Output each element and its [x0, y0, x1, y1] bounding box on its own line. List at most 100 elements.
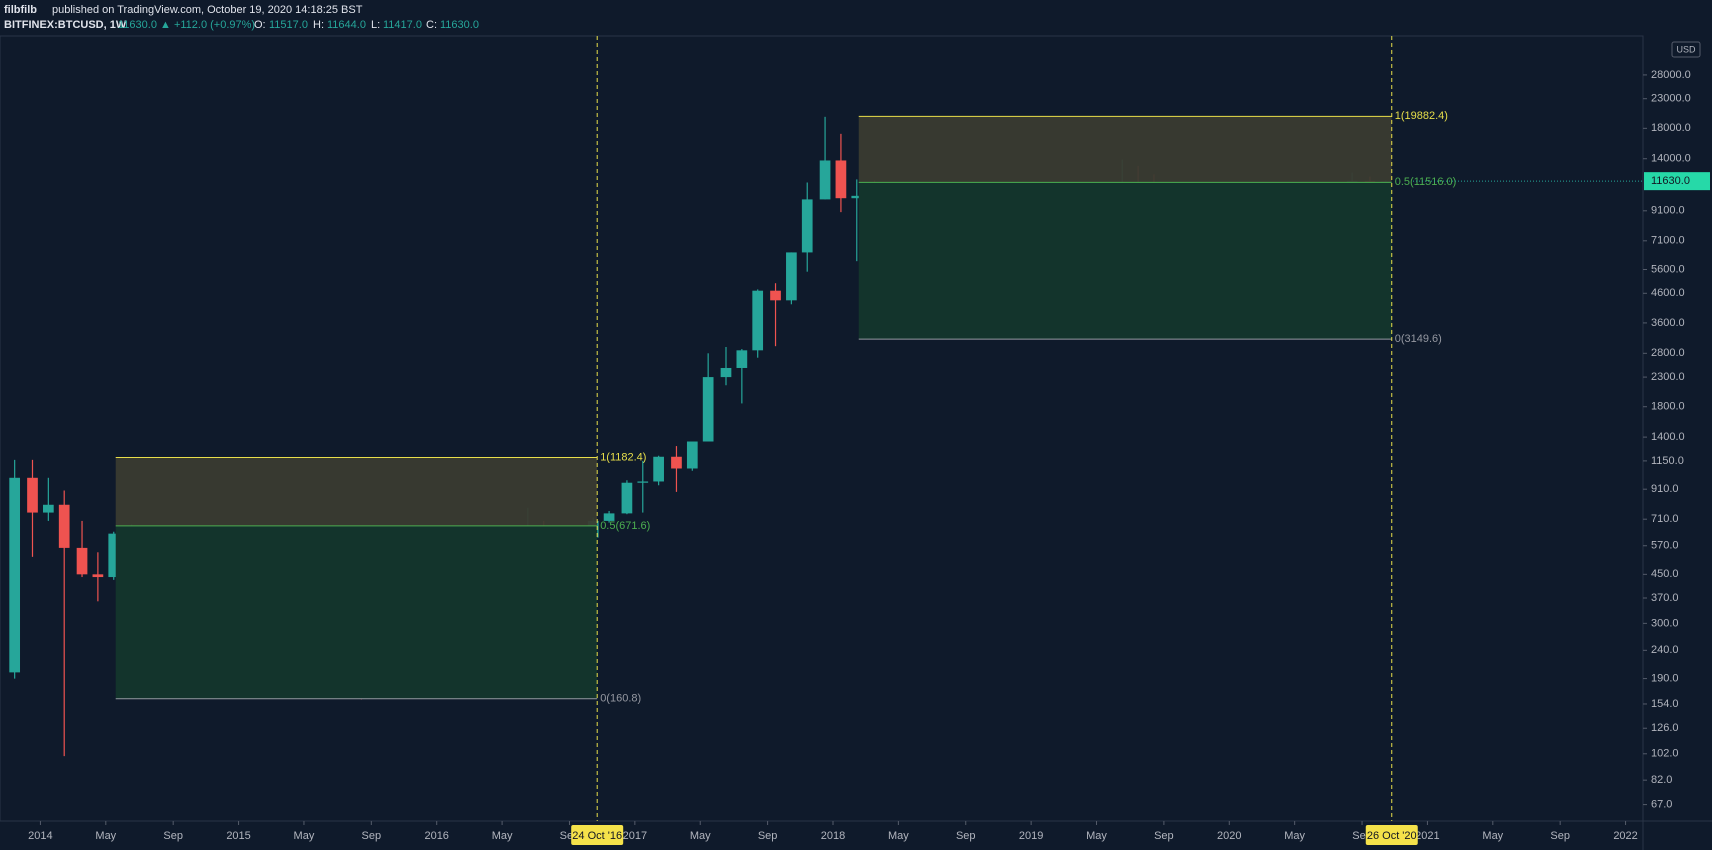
x-tick-label: May: [1284, 830, 1305, 842]
y-tick-label: 4600.0: [1651, 287, 1685, 299]
low: 11417.0: [383, 19, 422, 31]
x-tick-label: Sep: [758, 830, 778, 842]
x-tick-label: Sep: [1550, 830, 1570, 842]
candle-body: [603, 513, 615, 521]
author: filbfilb: [4, 4, 37, 16]
y-tick-label: 82.0: [1651, 774, 1672, 786]
last: 11630.0: [118, 19, 157, 31]
x-tick-label: 2017: [623, 830, 647, 842]
candle-body: [770, 290, 781, 301]
x-tick-label: 2021: [1415, 830, 1439, 842]
high: 11644.0: [327, 19, 366, 31]
x-tick-label: Sep: [1154, 830, 1174, 842]
y-tick-label: 1800.0: [1651, 401, 1685, 413]
candle-body: [27, 477, 38, 513]
candle-body: [819, 160, 831, 200]
x-tick-label: May: [95, 830, 116, 842]
y-tick-label: 126.0: [1651, 722, 1679, 734]
y-tick-label: 2300.0: [1651, 371, 1685, 383]
candle-body: [671, 456, 682, 469]
fib-zone-upper: [115, 457, 598, 526]
fib-zone-lower: [115, 525, 598, 699]
x-tick-label: 2022: [1613, 830, 1637, 842]
y-tick-label: 14000.0: [1651, 153, 1691, 165]
candle-body: [92, 574, 104, 578]
y-tick-label: 300.0: [1651, 617, 1679, 629]
fib-zone-lower: [858, 182, 1392, 340]
y-tick-label: 67.0: [1651, 799, 1672, 811]
x-tick-label: Sep: [163, 830, 183, 842]
h-label: H:: [313, 19, 324, 31]
close: 11630.0: [440, 19, 479, 31]
candle-body: [752, 290, 764, 351]
fib-label: 0.5(671.6): [600, 520, 650, 532]
y-tick-label: 370.0: [1651, 592, 1679, 604]
x-tick-label: 2020: [1217, 830, 1241, 842]
date-marker-bg: [571, 825, 624, 845]
date-marker-label: 24 Oct '16: [572, 830, 622, 842]
last-price-tag: [1644, 172, 1710, 191]
x-tick-label: 2019: [1019, 830, 1043, 842]
y-tick-label: 710.0: [1651, 513, 1679, 525]
candle-body: [851, 195, 863, 199]
y-tick-label: 9100.0: [1651, 205, 1685, 217]
open: 11517.0: [269, 19, 308, 31]
published: published on TradingView.com, October 19…: [52, 4, 363, 16]
o-label: O:: [254, 19, 266, 31]
fib-label: 0(160.8): [600, 693, 641, 705]
x-tick-label: May: [888, 830, 909, 842]
x-tick-label: May: [1482, 830, 1503, 842]
y-tick-label: 18000.0: [1651, 122, 1691, 134]
fib-label: 1(19882.4): [1395, 110, 1448, 122]
header: filbfilb published on TradingView.com, O…: [4, 4, 479, 31]
y-tick-label: 190.0: [1651, 672, 1679, 684]
currency: USD: [1676, 44, 1696, 54]
y-tick-label: 7100.0: [1651, 235, 1685, 247]
candle-body: [76, 547, 88, 575]
currency-bg: [1671, 41, 1701, 58]
fib-label: 0(3149.6): [1395, 333, 1442, 345]
candle-body: [621, 482, 633, 514]
candle-body: [637, 481, 649, 483]
x-tick-label: 2014: [28, 830, 52, 842]
c-label: C:: [426, 19, 437, 31]
y-tick-label: 1400.0: [1651, 431, 1685, 443]
symbol: BITFINEX:BTCUSD, 1W: [4, 19, 127, 31]
x-tick-label: Sep: [956, 830, 976, 842]
change: ▲ +112.0 (+0.97%): [160, 19, 255, 31]
candle-body: [58, 504, 70, 548]
y-tick-label: 240.0: [1651, 644, 1679, 656]
y-tick-label: 154.0: [1651, 698, 1679, 710]
candle-body: [835, 160, 847, 199]
y-tick-label: 102.0: [1651, 748, 1679, 760]
y-tick-label: 5600.0: [1651, 263, 1685, 275]
y-tick-label: 28000.0: [1651, 69, 1691, 81]
fib-zone-upper: [858, 116, 1392, 183]
x-tick-label: 2015: [226, 830, 250, 842]
date-marker-label: 26 Oct '20: [1367, 830, 1417, 842]
y-tick-label: 450.0: [1651, 568, 1679, 580]
candle-body: [720, 367, 732, 378]
date-marker-bg: [1365, 825, 1418, 845]
candle-body: [9, 477, 21, 673]
candle-body: [736, 350, 748, 368]
y-tick-label: 2800.0: [1651, 347, 1685, 359]
fib-label: 1(1182.4): [600, 451, 646, 463]
x-tick-label: May: [1086, 830, 1107, 842]
y-tick-label: 570.0: [1651, 540, 1679, 552]
y-tick-label: 1150.0: [1651, 455, 1684, 467]
candle-body: [653, 456, 664, 482]
fib-label: 0.5(11516.0): [1395, 176, 1457, 188]
y-tick-label: 910.0: [1651, 483, 1679, 495]
candle-body: [686, 441, 698, 469]
candle-body: [786, 252, 797, 301]
candle-body: [801, 199, 813, 253]
x-tick-label: Sep: [362, 830, 382, 842]
last-price-label: 11630.0: [1651, 175, 1690, 187]
y-tick-label: 3600.0: [1651, 317, 1685, 329]
x-tick-label: May: [492, 830, 513, 842]
x-tick-label: 2016: [424, 830, 448, 842]
x-tick-label: 2018: [821, 830, 845, 842]
